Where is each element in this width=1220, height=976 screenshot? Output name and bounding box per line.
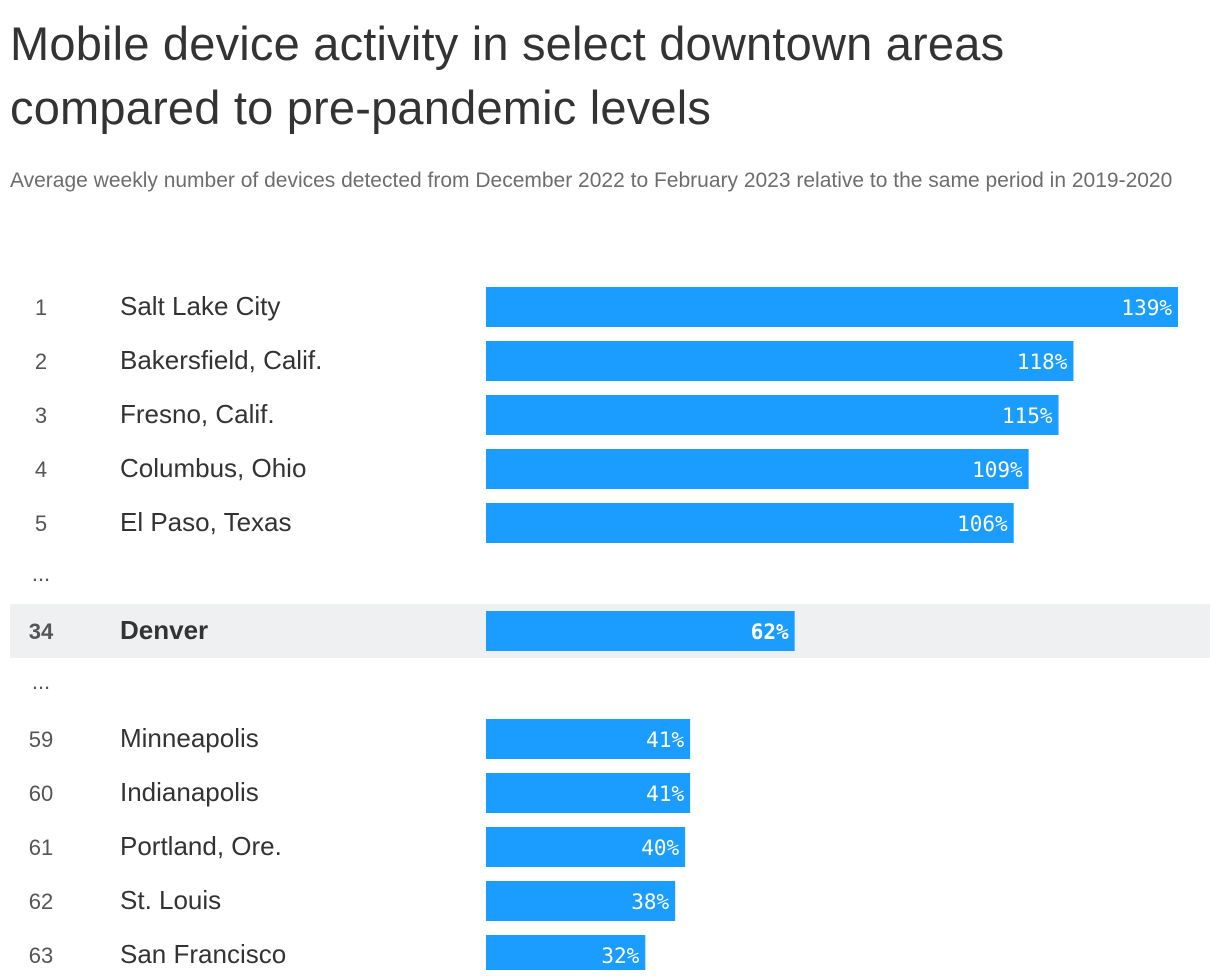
rank-label: 5 bbox=[35, 511, 47, 536]
value-label: 118% bbox=[1017, 350, 1068, 374]
bar bbox=[486, 503, 1014, 543]
bar bbox=[486, 449, 1029, 489]
city-label: San Francisco bbox=[120, 939, 286, 969]
city-label: Portland, Ore. bbox=[120, 831, 282, 861]
bar-chart: 1 Salt Lake City 139% 2 Bakersfield, Calif. 1… bbox=[10, 287, 1210, 970]
rank-label: 2 bbox=[35, 349, 47, 374]
value-label: 106% bbox=[957, 512, 1008, 536]
rank-label: 3 bbox=[35, 403, 47, 428]
city-label: Columbus, Ohio bbox=[120, 453, 306, 483]
bar bbox=[486, 773, 691, 813]
value-label: 62% bbox=[751, 620, 789, 644]
rank-label: 1 bbox=[35, 295, 47, 320]
rank-label: 62 bbox=[29, 889, 53, 914]
rank-label: 4 bbox=[35, 457, 47, 482]
bar bbox=[486, 611, 795, 651]
value-label: 40% bbox=[641, 836, 679, 860]
value-label: 115% bbox=[1002, 404, 1053, 428]
bar bbox=[486, 827, 686, 867]
value-label: 32% bbox=[601, 944, 639, 968]
chart-title: Mobile device activity in select downtow… bbox=[10, 17, 1005, 134]
value-label: 38% bbox=[631, 890, 669, 914]
city-label: Bakersfield, Calif. bbox=[120, 345, 322, 375]
value-label: 139% bbox=[1121, 296, 1172, 320]
row-ellipsis: ... bbox=[32, 561, 50, 586]
city-label: Indianapolis bbox=[120, 777, 259, 807]
city-label: Denver bbox=[120, 615, 208, 645]
bar bbox=[486, 395, 1059, 435]
rank-label: 60 bbox=[29, 781, 53, 806]
city-label: El Paso, Texas bbox=[120, 507, 292, 537]
city-label: Salt Lake City bbox=[120, 291, 280, 321]
rank-label: 63 bbox=[29, 943, 53, 968]
bar bbox=[486, 719, 691, 759]
value-label: 41% bbox=[646, 782, 684, 806]
row-ellipsis: ... bbox=[32, 669, 50, 694]
city-label: Fresno, Calif. bbox=[120, 399, 275, 429]
bar bbox=[486, 935, 646, 970]
value-label: 109% bbox=[972, 458, 1023, 482]
bar bbox=[486, 287, 1178, 327]
value-label: 41% bbox=[646, 728, 684, 752]
rank-label: 59 bbox=[29, 727, 53, 752]
bar bbox=[486, 881, 676, 921]
city-label: Minneapolis bbox=[120, 723, 259, 753]
city-label: St. Louis bbox=[120, 885, 221, 915]
rank-label: 61 bbox=[29, 835, 53, 860]
rank-label: 34 bbox=[29, 619, 54, 644]
bar bbox=[486, 341, 1074, 381]
chart-subtitle: Average weekly number of devices detecte… bbox=[10, 169, 1173, 192]
